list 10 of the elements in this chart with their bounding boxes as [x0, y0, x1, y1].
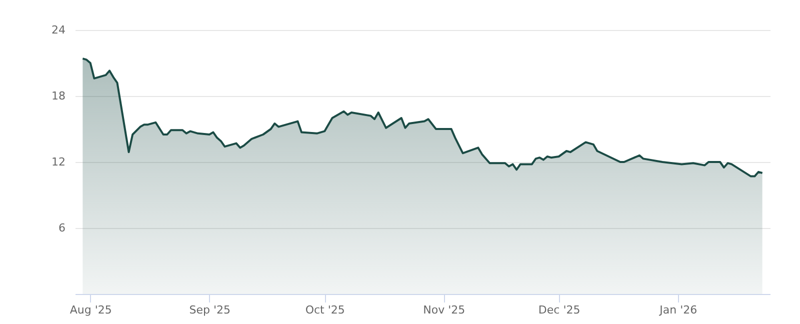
y-tick-label: 18	[52, 90, 66, 102]
x-tick-label: Aug '25	[70, 304, 112, 316]
y-tick-label: 12	[52, 156, 66, 168]
x-tick-label: Nov '25	[423, 304, 466, 316]
y-tick-label: 24	[52, 24, 66, 36]
y-tick-label: 6	[58, 222, 66, 234]
x-tick-label: Oct '25	[305, 304, 345, 316]
x-tick-label: Sep '25	[189, 304, 231, 316]
x-tick-label: Jan '26	[658, 304, 698, 316]
x-tick-label: Dec '25	[538, 304, 580, 316]
